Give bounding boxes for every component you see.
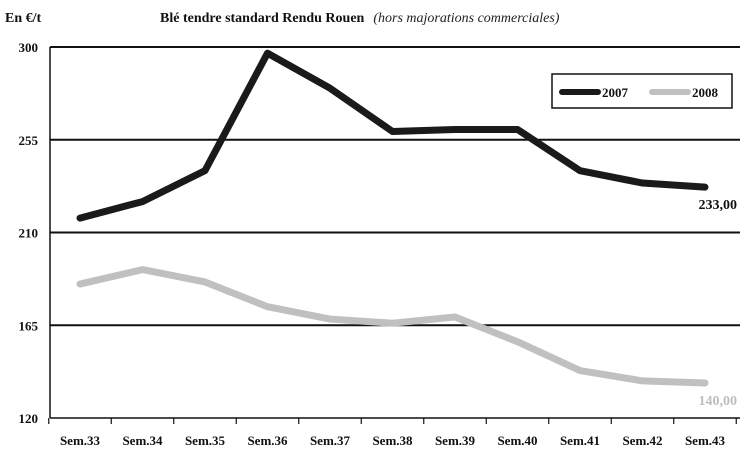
x-tick-label-sem-43: Sem.43 [685,433,726,448]
series-lines [76,49,709,387]
x-tick-label-sem-41: Sem.41 [560,433,600,448]
legend-label-2008: 2008 [692,85,719,100]
x-axis: Sem.33 Sem.34 Sem.35 Sem.36 Sem.37 Sem.38 Sem.… [48,47,740,448]
x-tick-label-sem-37: Sem.37 [310,433,351,448]
y-tick-label-120: 120 [19,411,39,426]
legend-label-2007: 2007 [602,85,629,100]
y-axis-unit: En €/t [5,11,42,26]
x-tick-label-sem-42: Sem.42 [622,433,662,448]
chart-title-main: Blé tendre standard Rendu Rouen [160,11,365,26]
y-tick-label-210: 210 [19,226,39,241]
chart-title: Blé tendre standard Rendu Rouen (hors ma… [160,9,560,26]
end-labels: 233,00 140,00 [699,198,738,409]
chart-title-sub: (hors majorations commerciales) [373,11,559,26]
y-tick-label-300: 300 [19,40,39,55]
x-tick-label-sem-38: Sem.38 [372,433,413,448]
y-tick-label-165: 165 [19,318,39,333]
x-tick-label-sem-40: Sem.40 [497,433,537,448]
series-line-2008 [76,266,709,387]
x-tick-label-sem-39: Sem.39 [435,433,476,448]
end-label-2008: 140,00 [699,394,738,409]
x-tick-label-sem-35: Sem.35 [185,433,226,448]
x-tick-label-sem-34: Sem.34 [122,433,163,448]
x-tick-label-sem-36: Sem.36 [247,433,288,448]
end-label-2007: 233,00 [699,198,738,213]
x-tick-label-sem-33: Sem.33 [60,433,101,448]
legend: 2007 2008 [551,73,733,109]
y-tick-label-255: 255 [19,133,39,148]
y-axis-ticks: 120 165 210 255 300 [19,40,39,426]
